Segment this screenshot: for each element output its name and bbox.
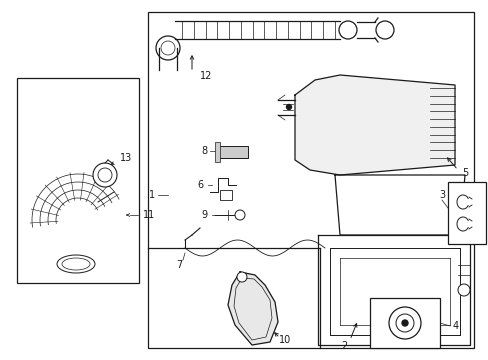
- Bar: [447, 182, 485, 244]
- Text: 9: 9: [201, 210, 206, 220]
- Circle shape: [98, 168, 112, 182]
- Text: 6: 6: [197, 180, 203, 190]
- Text: 3: 3: [438, 190, 444, 200]
- Bar: [220, 190, 231, 200]
- Polygon shape: [227, 272, 278, 345]
- Circle shape: [286, 104, 291, 109]
- Circle shape: [161, 41, 175, 55]
- Circle shape: [93, 163, 117, 187]
- Text: 5: 5: [461, 168, 467, 178]
- Bar: [369, 298, 439, 348]
- Bar: [218, 146, 247, 158]
- Circle shape: [237, 272, 246, 282]
- Text: 13: 13: [120, 153, 132, 163]
- Circle shape: [457, 284, 469, 296]
- Ellipse shape: [62, 258, 90, 270]
- Circle shape: [375, 21, 393, 39]
- Bar: [148, 12, 473, 348]
- Text: 4: 4: [452, 321, 458, 331]
- Bar: [17, 78, 139, 283]
- Circle shape: [338, 21, 356, 39]
- Text: 1: 1: [148, 190, 155, 200]
- Circle shape: [235, 210, 244, 220]
- Text: 2: 2: [340, 341, 346, 351]
- Circle shape: [156, 36, 180, 60]
- Polygon shape: [294, 75, 454, 175]
- Circle shape: [388, 307, 420, 339]
- Circle shape: [401, 320, 407, 326]
- Bar: [215, 142, 220, 162]
- Text: 10: 10: [278, 335, 290, 345]
- Circle shape: [395, 314, 413, 332]
- Text: 12: 12: [200, 71, 212, 81]
- Text: 11: 11: [142, 210, 155, 220]
- Text: 7: 7: [175, 260, 182, 270]
- Text: 8: 8: [201, 146, 206, 156]
- Ellipse shape: [57, 255, 95, 273]
